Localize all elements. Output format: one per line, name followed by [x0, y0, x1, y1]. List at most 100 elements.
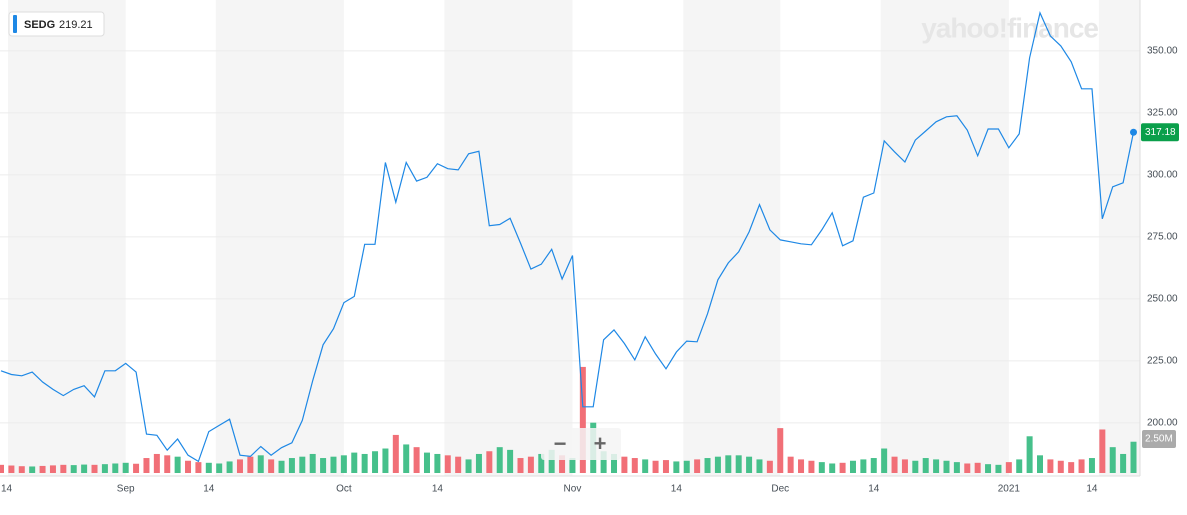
y-tick-label: 250.00	[1147, 294, 1178, 305]
volume-bar	[143, 458, 150, 473]
y-tick-label: 325.00	[1147, 107, 1178, 118]
volume-bar	[714, 456, 721, 473]
volume-bar	[434, 453, 441, 473]
volume-bar	[1099, 429, 1106, 473]
background-band	[444, 0, 573, 476]
volume-bar	[631, 458, 638, 473]
volume-bar	[382, 448, 389, 473]
x-tick-label: 14	[432, 484, 444, 495]
volume-bar	[652, 460, 659, 473]
background-band	[880, 0, 1009, 476]
volume-bar	[112, 463, 119, 473]
y-tick-label: 350.00	[1147, 45, 1178, 56]
y-tick-label: 275.00	[1147, 232, 1178, 243]
volume-bar	[808, 460, 815, 473]
volume-bar	[1088, 458, 1095, 473]
volume-bar	[465, 459, 472, 473]
legend: SEDG 219.21	[8, 11, 105, 37]
volume-bar	[1130, 441, 1137, 473]
background-band	[1098, 0, 1140, 476]
x-tick-label: 2021	[998, 484, 1021, 495]
volume-bar	[496, 447, 503, 473]
volume-bar	[39, 465, 46, 473]
volume-bar	[756, 459, 763, 473]
volume-bar	[621, 456, 628, 473]
volume-bar	[101, 464, 108, 473]
volume-bar	[860, 459, 867, 473]
volume-bar	[423, 452, 430, 473]
volume-bar	[81, 464, 88, 473]
last-price-dot	[1130, 128, 1138, 136]
volume-bar	[351, 452, 358, 473]
volume-bar	[829, 463, 836, 473]
volume-bar	[922, 458, 929, 473]
volume-bar	[818, 462, 825, 473]
volume-bar	[361, 453, 368, 473]
volume-bar	[839, 462, 846, 473]
volume-bar	[60, 464, 67, 473]
volume-tick-badge	[1142, 430, 1176, 448]
zoom-in[interactable]: +	[594, 431, 607, 456]
volume-bar	[1109, 447, 1116, 473]
volume-bar	[330, 456, 337, 473]
volume-bar	[694, 459, 701, 473]
volume-bar	[18, 466, 25, 473]
background-band	[8, 0, 126, 476]
volume-bar	[704, 458, 711, 473]
zoom-box	[541, 428, 621, 460]
background-band	[215, 0, 344, 476]
volume-bar	[403, 444, 410, 473]
volume-bar	[507, 449, 514, 473]
volume-bar	[881, 448, 888, 473]
legend-box	[8, 11, 105, 37]
x-tick-label: Dec	[771, 484, 789, 495]
volume-bar	[870, 458, 877, 473]
volume-bar	[995, 464, 1002, 473]
volume-bar	[953, 462, 960, 473]
volume-bar	[943, 460, 950, 473]
volume-bar	[611, 453, 618, 473]
volume-bar	[1057, 460, 1064, 473]
ticker: SEDG	[24, 19, 55, 31]
volume-bar	[299, 456, 306, 473]
volume-bar	[933, 459, 940, 473]
volume-bar	[725, 455, 732, 473]
volume-bar	[340, 455, 347, 473]
volume-bar	[683, 460, 690, 473]
volume-bar	[642, 459, 649, 473]
volume-bar	[0, 464, 4, 473]
volume-bar	[662, 460, 669, 473]
volume-bar	[268, 459, 275, 473]
last-price-label: 317.18	[1145, 127, 1176, 138]
background-band	[683, 0, 781, 476]
x-tick-label: 14	[1086, 484, 1098, 495]
volume-bar	[444, 455, 451, 473]
volume-bar	[787, 456, 794, 473]
volume-bar	[569, 458, 576, 473]
x-tick-label: 14	[671, 484, 683, 495]
volume-bar	[777, 428, 784, 473]
zoom-out[interactable]: −	[554, 431, 567, 456]
last-price-badge	[1141, 123, 1179, 142]
volume-bar	[974, 462, 981, 473]
volume-bar	[185, 460, 192, 473]
volume-bar	[1005, 462, 1012, 473]
volume-bar	[174, 456, 181, 473]
volume-bar	[1078, 459, 1085, 473]
volume-bar	[985, 464, 992, 473]
volume-bar	[29, 466, 36, 473]
volume-bar	[278, 460, 285, 473]
price-line	[0, 11, 1135, 463]
volume-bar	[1037, 455, 1043, 473]
volume-bar	[548, 449, 555, 473]
watermark: yahoo!finance	[921, 12, 1098, 43]
x-tick-label: Sep	[117, 484, 135, 495]
ticker-price: 219.21	[59, 19, 93, 31]
x-tick-label: 14	[868, 484, 880, 495]
volume-bar	[91, 464, 98, 473]
volume-bar	[559, 455, 566, 473]
x-tick-label: 14	[203, 484, 215, 495]
volume-bar	[257, 455, 264, 473]
legend-swatch	[13, 15, 17, 33]
